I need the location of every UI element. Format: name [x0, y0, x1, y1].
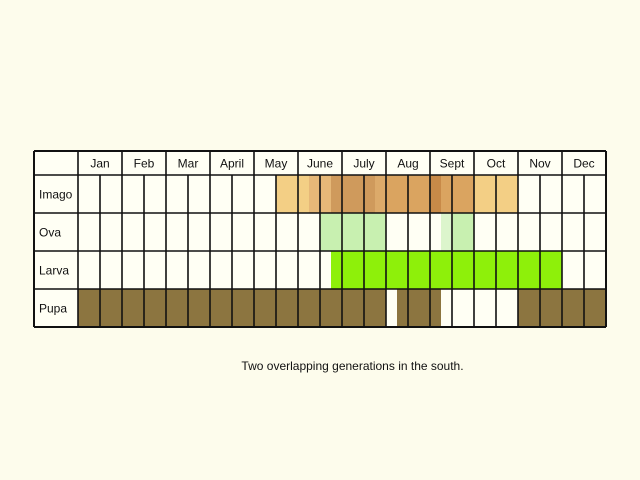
segment-ova-0: [320, 213, 386, 251]
segment-imago-0: [276, 175, 309, 213]
segment-imago-5: [430, 175, 441, 213]
segment-larva-0: [331, 251, 562, 289]
month-label-oct: Oct: [487, 157, 506, 171]
row-label-larva: Larva: [39, 264, 69, 278]
segment-ova-2: [452, 213, 474, 251]
segment-imago-6: [441, 175, 474, 213]
month-label-nov: Nov: [529, 157, 550, 171]
row-label-imago: Imago: [39, 188, 73, 202]
month-label-sept: Sept: [440, 157, 465, 171]
chart-caption: Two overlapping generations in the south…: [241, 359, 464, 373]
segment-pupa-1: [397, 289, 441, 327]
month-label-july: July: [353, 157, 374, 171]
row-label-ova: Ova: [39, 226, 61, 240]
month-label-dec: Dec: [573, 157, 594, 171]
row-label-pupa: Pupa: [39, 302, 67, 316]
month-label-april: April: [220, 157, 244, 171]
segment-imago-3: [375, 175, 386, 213]
month-label-mar: Mar: [178, 157, 199, 171]
segment-ova-1: [441, 213, 452, 251]
month-label-feb: Feb: [134, 157, 155, 171]
month-label-aug: Aug: [397, 157, 418, 171]
month-label-may: May: [265, 157, 288, 171]
month-label-jan: Jan: [90, 157, 109, 171]
month-label-june: June: [307, 157, 333, 171]
segment-imago-2: [331, 175, 375, 213]
